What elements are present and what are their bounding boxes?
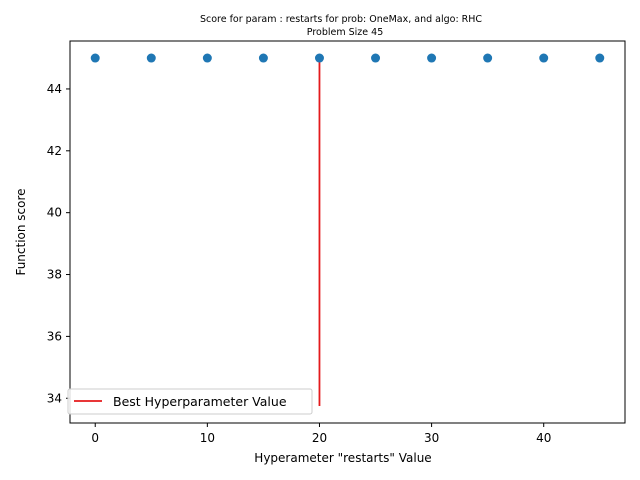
x-tick-label: 40 [536,431,551,445]
plot-area [90,53,605,406]
y-tick-label: 34 [47,391,62,405]
y-axis-label: Function score [14,188,28,275]
legend-label: Best Hyperparameter Value [113,394,287,409]
axes-frame [69,40,626,424]
x-tick-label: 0 [91,431,99,445]
scatter-point [258,53,268,63]
x-tick-label: 30 [424,431,439,445]
y-tick-label: 40 [47,206,62,220]
x-axis-label: Hyperameter "restarts" Value [254,451,431,465]
x-axis: 0 10 20 30 40 [91,423,551,445]
x-tick-label: 10 [200,431,215,445]
scatter-point [539,53,549,63]
legend-box [67,388,313,415]
scatter-point [90,53,100,63]
scatter-point [595,53,605,63]
y-tick-label: 36 [47,329,62,343]
scatter-point [427,53,437,63]
y-tick-label: 38 [47,268,62,282]
scatter-point [483,53,493,63]
chart-title-line1: Score for param : restarts for prob: One… [200,14,482,25]
chart-title-line2: Problem Size 45 [307,27,383,38]
scatter-point [146,53,156,63]
x-tick-label: 20 [312,431,327,445]
scatter-point [371,53,381,63]
y-tick-label: 44 [47,82,62,96]
y-axis: 34 36 38 40 42 44 [47,82,70,405]
y-tick-label: 42 [47,144,62,158]
scatter-point [202,53,212,63]
legend: Best Hyperparameter Value [67,388,313,415]
scatter-point [314,53,324,63]
